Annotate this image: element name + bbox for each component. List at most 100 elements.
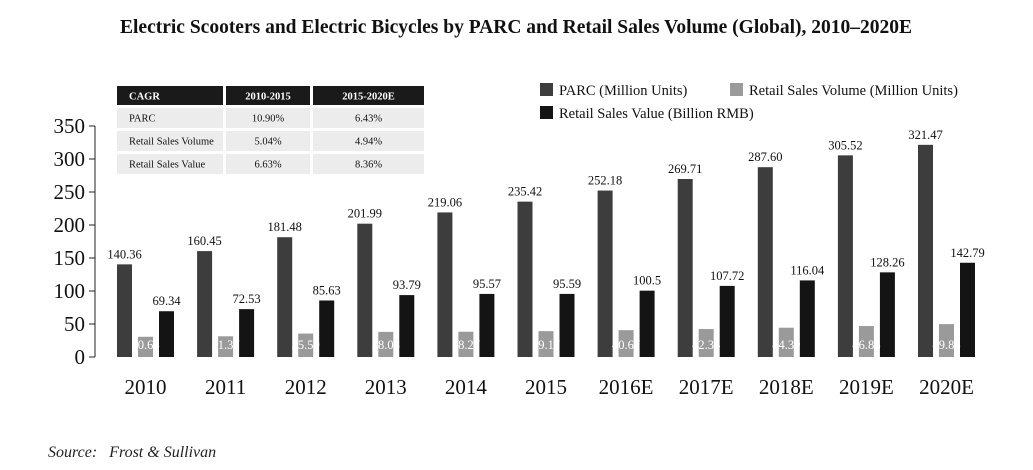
table-header-cell (226, 86, 310, 105)
table-cell-text: 4.94% (355, 137, 382, 148)
x-tick-label: 2011 (205, 375, 246, 399)
data-label-parc-million-units-2010: 140.36 (107, 247, 141, 261)
bar-retail-sales-volume-million-units-2014 (458, 331, 474, 357)
data-label-retail-sales-value-billion-rmb-2015: 95.59 (553, 277, 581, 291)
legend-label-retail-sales-value-billion-rmb: Retail Sales Value (Billion RMB) (559, 106, 754, 122)
data-label-retail-sales-value-billion-rmb-2011: 72.53 (233, 292, 261, 306)
x-tick-label: 2014 (445, 375, 488, 399)
bar-retail-sales-value-billion-rmb-2014 (479, 293, 495, 357)
bar-parc-million-units-2010 (117, 264, 132, 357)
x-axis-labels: 2010 2011 2012 2013 2014 2015 2016E 2017E 2018E 2… (125, 375, 974, 399)
table-cell-text: 10.90% (252, 114, 285, 125)
x-tick-label: 2020E (919, 375, 974, 399)
data-label-retail-sales-volume-million-units-2014: 38.27 (452, 338, 480, 352)
data-label-retail-sales-volume-million-units-2016e: 40.67 (612, 338, 640, 352)
bar-retail-sales-volume-million-units-2016e (618, 330, 634, 357)
data-label-parc-million-units-2013: 201.99 (348, 207, 382, 221)
data-label-retail-sales-volume-million-units-2018e: 44.39 (772, 338, 800, 352)
data-label-parc-million-units-2016e: 252.18 (588, 174, 622, 188)
bar-retail-sales-value-billion-rmb-2015 (559, 293, 575, 357)
bar-retail-sales-volume-million-units-2012 (298, 333, 314, 357)
bar-retail-sales-volume-million-units-2018e (778, 327, 794, 357)
data-label-parc-million-units-2014: 219.06 (428, 195, 462, 209)
y-tick-label: 0 (75, 345, 86, 369)
bar-retail-sales-value-billion-rmb-2016e (639, 290, 655, 357)
data-label-retail-sales-value-billion-rmb-2013: 93.79 (393, 278, 421, 292)
data-label-retail-sales-volume-million-units-2015: 39.17 (532, 338, 560, 352)
table-cell (313, 131, 424, 151)
data-label-parc-million-units-2020e: 321.47 (908, 128, 942, 142)
y-tick-label: 100 (54, 279, 86, 303)
bar-parc-million-units-2014 (437, 212, 453, 357)
x-tick-label: 2017E (679, 375, 734, 399)
data-label-retail-sales-value-billion-rmb-2014: 95.57 (473, 277, 501, 291)
table-header-label: 2010-2015 (245, 92, 291, 103)
legend-label-parc-million-units: PARC (Million Units) (559, 83, 688, 99)
bar-retail-sales-value-billion-rmb-2017e (719, 285, 735, 357)
table-cell-text: Retail Sales Value (129, 160, 206, 171)
bar-retail-sales-value-billion-rmb-2018e (799, 280, 815, 357)
table-cell (226, 108, 310, 128)
x-tick-label: 2010 (125, 375, 167, 399)
bars (117, 144, 975, 357)
data-label-parc-million-units-2018e: 287.60 (748, 150, 782, 164)
y-tick-label: 150 (54, 246, 86, 270)
legend-swatch-retail-sales-volume-million-units (730, 83, 743, 96)
table-cell-text: 8.36% (355, 160, 382, 171)
table-header-cell (313, 86, 424, 105)
bar-parc-million-units-2013 (357, 223, 373, 357)
data-label-parc-million-units-2019e: 305.52 (828, 138, 862, 152)
bar-parc-million-units-2020e (918, 144, 933, 357)
data-label-retail-sales-volume-million-units-2012: 35.50 (292, 338, 320, 352)
table-cell-text: PARC (129, 114, 155, 125)
bar-retail-sales-volume-million-units-2019e (858, 326, 874, 357)
bar-retail-sales-volume-million-units-2011 (218, 336, 234, 357)
bar-retail-sales-volume-million-units-2015 (538, 331, 554, 357)
bar-retail-sales-volume-million-units-2017e (698, 329, 714, 357)
x-tick-label: 2019E (839, 375, 894, 399)
table-header-label: 2015-2020E (342, 92, 395, 103)
bar-parc-million-units-2017e (677, 178, 693, 357)
bar-retail-sales-value-billion-rmb-2019e (879, 272, 895, 357)
bar-retail-sales-volume-million-units-2020e (939, 324, 954, 357)
y-tick-label: 50 (64, 312, 85, 336)
source-note: Source: Frost & Sullivan (48, 444, 216, 461)
table-cell-text: 6.43% (355, 114, 382, 125)
table-cell (313, 154, 424, 174)
table-cell-text: 5.04% (254, 137, 281, 148)
data-label-retail-sales-value-billion-rmb-2016e: 100.5 (633, 274, 661, 288)
table-cell (117, 154, 223, 174)
bar-parc-million-units-2019e (837, 155, 853, 357)
table-cell-text: Retail Sales Volume (129, 137, 214, 148)
data-label-parc-million-units-2015: 235.42 (508, 185, 542, 199)
y-axis: 0 50 100 150 200 250 300 350 (54, 114, 96, 369)
x-tick-label: 2018E (759, 375, 814, 399)
bar-retail-sales-value-billion-rmb-2012 (319, 300, 335, 357)
legend-swatch-retail-sales-value-billion-rmb (540, 106, 553, 119)
table-cell (117, 108, 223, 128)
data-label-retail-sales-volume-million-units-2011: 31.37 (212, 338, 240, 352)
legend-swatch-parc-million-units (540, 83, 553, 96)
data-label-retail-sales-value-billion-rmb-2018e: 116.04 (790, 263, 825, 277)
data-label-parc-million-units-2017e: 269.71 (668, 162, 702, 176)
legend: PARC (Million Units) Retail Sales Volume … (540, 83, 958, 122)
data-label-retail-sales-value-billion-rmb-2019e: 128.26 (870, 255, 904, 269)
x-tick-label: 2015 (525, 375, 567, 399)
chart-title: Electric Scooters and Electric Bicycles … (120, 17, 912, 38)
bar-retail-sales-value-billion-rmb-2011 (239, 309, 255, 357)
table-cell-text: 6.63% (254, 160, 281, 171)
data-label-retail-sales-value-billion-rmb-2020e: 142.79 (950, 246, 984, 260)
data-label-retail-sales-volume-million-units-2013: 38.08 (372, 338, 400, 352)
bar-retail-sales-volume-million-units-2013 (378, 331, 394, 357)
data-label-retail-sales-value-billion-rmb-2017e: 107.72 (710, 269, 744, 283)
cagr-table: CAGR 2010-2015 2015-2020E PARC 10.90% 6.43% Re… (117, 86, 424, 174)
bar-parc-million-units-2011 (197, 251, 213, 357)
data-label-retail-sales-value-billion-rmb-2012: 85.63 (313, 283, 341, 297)
y-tick-label: 250 (54, 180, 86, 204)
table-cell (117, 131, 223, 151)
bar-parc-million-units-2012 (277, 237, 293, 357)
bar-retail-sales-value-billion-rmb-2010 (159, 311, 174, 357)
bar-parc-million-units-2018e (757, 167, 773, 357)
table-cell (313, 108, 424, 128)
